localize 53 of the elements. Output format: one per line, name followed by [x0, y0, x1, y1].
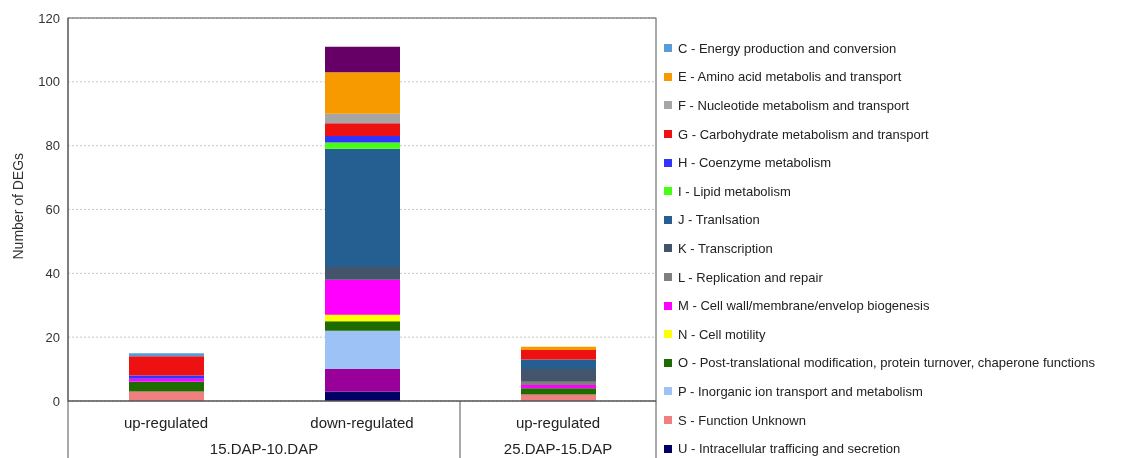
x-tick-label: down-regulated [310, 413, 414, 431]
legend-label: F - Nucleotide metabolism and transport [678, 97, 910, 113]
legend-label: H - Coenzyme metabolism [678, 155, 832, 171]
bar [129, 391, 204, 401]
x-tick-label: up-regulated [123, 413, 209, 431]
bar [325, 136, 400, 143]
bar [521, 381, 596, 386]
bar [325, 391, 400, 401]
legend-label: O - Post-translational modification, protein turnover, chaperone functions [678, 355, 1095, 371]
bar [325, 321, 400, 331]
y-tick-label: 20 [45, 329, 60, 345]
y-axis-title: Number of DEGs [9, 152, 26, 260]
legend-label: I - Lipid metabolism [678, 183, 791, 199]
y-tick-label: 100 [38, 74, 60, 90]
bar [325, 148, 400, 267]
bar [521, 385, 596, 389]
legend-label: L - Replication and repair [678, 269, 823, 285]
bar [325, 142, 400, 149]
bar [129, 356, 204, 376]
legend-label: U - Intracellular trafficing and secretion [678, 441, 901, 457]
legend-label: E - Amino acid metabolis and transport [678, 69, 902, 85]
legend-label: N - Cell motility [678, 326, 766, 342]
bar [521, 388, 596, 395]
text: 25.DAP-15.DAP [503, 440, 613, 457]
text: 15.DAP-10.DAP [209, 440, 319, 457]
legend-label: P - Inorganic ion transport and metabolism [678, 383, 923, 399]
bar [129, 381, 204, 392]
bar [325, 113, 400, 124]
y-tick-label: 40 [45, 265, 60, 281]
bar [325, 266, 400, 280]
bar [325, 46, 400, 73]
bar [325, 123, 400, 137]
bar [521, 349, 596, 360]
legend-label: G - Carbohydrate metabolism and transport [678, 126, 929, 142]
legend-label: J - Tranlsation [678, 212, 760, 228]
legend-label: K - Transcription [678, 240, 773, 256]
legend-label: C - Energy production and conversion [678, 40, 897, 56]
bar [521, 369, 596, 382]
x-tick-label: up-regulated [515, 413, 601, 431]
y-tick-label: 60 [45, 202, 60, 218]
y-tick-label: 120 [38, 10, 60, 26]
y-tick-label: 80 [45, 138, 60, 154]
bar [325, 330, 400, 370]
legend-label: S - Function Unknown [678, 412, 806, 428]
bar [521, 359, 596, 370]
bar [325, 369, 400, 392]
bar [325, 72, 400, 114]
legend-label: M - Cell wall/membrane/envelop biogenesis [678, 298, 930, 314]
bar [325, 314, 400, 322]
bar [129, 353, 204, 357]
bar [521, 346, 596, 350]
y-tick-label: 0 [52, 393, 60, 409]
bar [325, 279, 400, 315]
